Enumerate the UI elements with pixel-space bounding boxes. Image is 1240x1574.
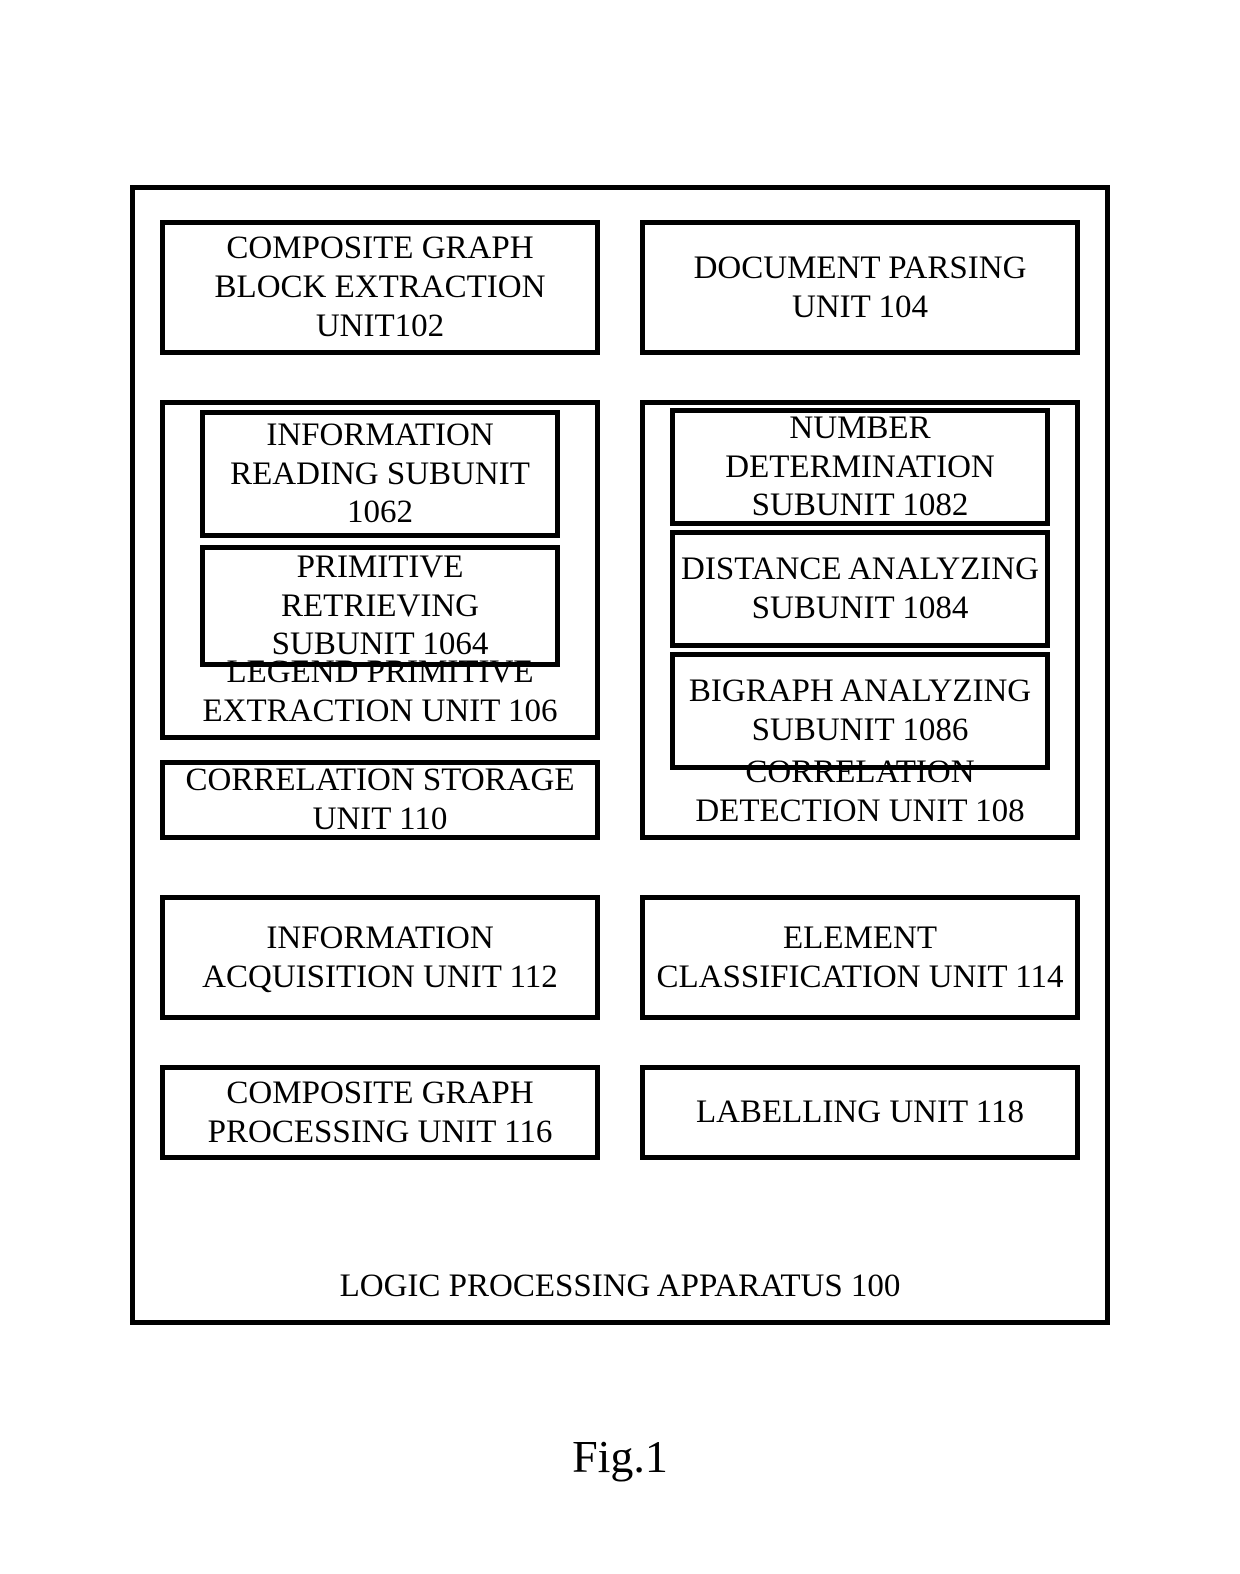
subunit-number-determination: NUMBER DETERMINATION SUBUNIT 1082 [670,408,1050,526]
unit-label: COMPOSITE GRAPH PROCESSING UNIT 116 [173,1074,587,1152]
unit-label: LABELLING UNIT 118 [696,1093,1024,1132]
unit-composite-graph-processing: COMPOSITE GRAPH PROCESSING UNIT 116 [160,1065,600,1160]
unit-label: INFORMATION ACQUISITION UNIT 112 [173,919,587,997]
unit-element-classification: ELEMENT CLASSIFICATION UNIT 114 [640,895,1080,1020]
subunit-bigraph-analyzing: BIGRAPH ANALYZING SUBUNIT 1086 [670,652,1050,770]
unit-document-parsing: DOCUMENT PARSING UNIT 104 [640,220,1080,355]
subunit-label: BIGRAPH ANALYZING SUBUNIT 1086 [681,672,1039,750]
subunit-label: NUMBER DETERMINATION SUBUNIT 1082 [681,409,1039,526]
subunit-distance-analyzing: DISTANCE ANALYZING SUBUNIT 1084 [670,530,1050,648]
apparatus-title-text: LOGIC PROCESSING APPARATUS 100 [340,1268,901,1304]
figure-caption: Fig.1 [0,1430,1240,1483]
subunit-label: PRIMITIVE RETRIEVING SUBUNIT 1064 [211,548,549,665]
unit-labelling: LABELLING UNIT 118 [640,1065,1080,1160]
unit-label: CORRELATION STORAGE UNIT 110 [173,761,587,839]
subunit-label: INFORMATION READING SUBUNIT 1062 [211,416,549,533]
figure-canvas: COMPOSITE GRAPH BLOCK EXTRACTION UNIT102… [0,0,1240,1574]
subunit-information-reading: INFORMATION READING SUBUNIT 1062 [200,410,560,538]
unit-label: COMPOSITE GRAPH BLOCK EXTRACTION UNIT102 [173,229,587,346]
subunit-label: DISTANCE ANALYZING SUBUNIT 1084 [681,550,1039,628]
unit-label: ELEMENT CLASSIFICATION UNIT 114 [653,919,1067,997]
unit-correlation-storage: CORRELATION STORAGE UNIT 110 [160,760,600,840]
unit-label: DOCUMENT PARSING UNIT 104 [653,249,1067,327]
apparatus-title: LOGIC PROCESSING APPARATUS 100 [130,1268,1110,1305]
unit-composite-graph-block-extraction: COMPOSITE GRAPH BLOCK EXTRACTION UNIT102 [160,220,600,355]
subunit-primitive-retrieving: PRIMITIVE RETRIEVING SUBUNIT 1064 [200,545,560,667]
unit-information-acquisition: INFORMATION ACQUISITION UNIT 112 [160,895,600,1020]
figure-caption-text: Fig.1 [572,1431,668,1482]
